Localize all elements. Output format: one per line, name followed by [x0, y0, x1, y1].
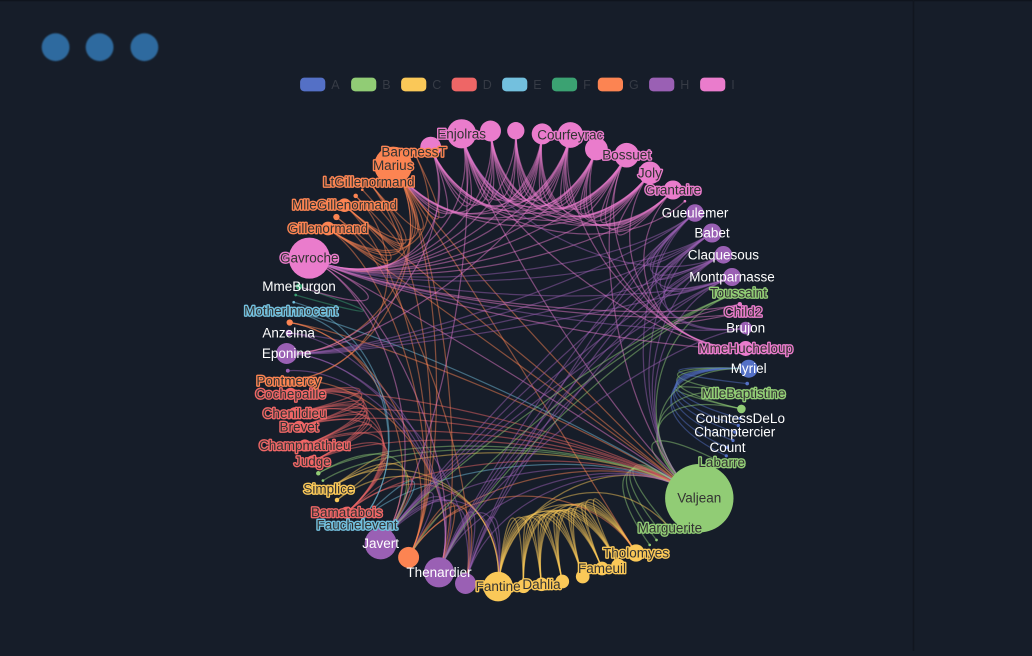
svg-text:Myriel: Myriel — [731, 361, 767, 376]
svg-text:Simplice: Simplice — [303, 482, 354, 497]
svg-text:Marguerite: Marguerite — [638, 521, 703, 536]
svg-text:Gavroche: Gavroche — [280, 251, 339, 266]
svg-text:MmeBurgon: MmeBurgon — [262, 279, 336, 294]
svg-text:Bamatabois: Bamatabois — [311, 505, 383, 520]
svg-text:H: H — [680, 78, 689, 92]
svg-text:Fameuil: Fameuil — [578, 561, 626, 576]
svg-text:MmeHucheloup: MmeHucheloup — [698, 341, 793, 356]
svg-text:MlleBaptistine: MlleBaptistine — [701, 386, 785, 401]
svg-text:Gueulemer: Gueulemer — [662, 206, 729, 221]
svg-text:Thenardier: Thenardier — [406, 565, 472, 580]
svg-text:Courfeyrac: Courfeyrac — [537, 128, 603, 143]
svg-text:Gillenormand: Gillenormand — [288, 221, 368, 236]
svg-text:Grantaire: Grantaire — [645, 183, 701, 198]
svg-text:E: E — [533, 78, 541, 92]
svg-text:Eponine: Eponine — [262, 346, 312, 361]
svg-text:BaronessT: BaronessT — [381, 145, 446, 160]
svg-text:Toussaint: Toussaint — [710, 285, 767, 300]
svg-text:Labarre: Labarre — [698, 455, 745, 470]
svg-text:Champtercier: Champtercier — [694, 425, 776, 440]
svg-text:Marius: Marius — [373, 158, 414, 173]
svg-text:Child2: Child2 — [724, 305, 762, 320]
svg-text:Count: Count — [709, 440, 745, 455]
svg-text:MlleGillenormand: MlleGillenormand — [292, 198, 397, 213]
svg-text:I: I — [731, 78, 734, 92]
svg-text:Dahlia: Dahlia — [522, 577, 561, 592]
svg-text:Bossuet: Bossuet — [602, 148, 651, 163]
svg-text:Pontmercy: Pontmercy — [256, 373, 321, 388]
svg-text:G: G — [629, 78, 639, 92]
svg-text:Claquesous: Claquesous — [688, 247, 760, 262]
svg-text:Judge: Judge — [294, 454, 331, 469]
svg-text:Tholomyes: Tholomyes — [603, 546, 669, 561]
svg-text:Brujon: Brujon — [726, 321, 765, 336]
svg-text:Champmathieu: Champmathieu — [259, 438, 351, 453]
svg-text:Joly: Joly — [638, 165, 662, 180]
svg-text:Javert: Javert — [362, 536, 399, 551]
svg-text:Chenildieu: Chenildieu — [263, 406, 327, 421]
svg-text:F: F — [583, 78, 591, 92]
svg-text:Valjean: Valjean — [677, 491, 721, 506]
svg-text:Fauchelevent: Fauchelevent — [316, 518, 397, 533]
svg-text:Babet: Babet — [694, 226, 730, 241]
svg-text:MotherInnocent: MotherInnocent — [244, 304, 338, 319]
svg-text:CountessDeLo: CountessDeLo — [696, 411, 785, 426]
svg-text:Anzelma: Anzelma — [262, 325, 315, 340]
svg-text:A: A — [331, 78, 340, 92]
svg-text:Enjolras: Enjolras — [437, 126, 486, 141]
svg-text:Fantine: Fantine — [476, 579, 521, 594]
svg-text:Brevet: Brevet — [279, 419, 318, 434]
svg-text:LtGillenormand: LtGillenormand — [323, 175, 415, 190]
svg-text:Montparnasse: Montparnasse — [689, 270, 775, 285]
svg-text:D: D — [483, 78, 492, 92]
svg-text:C: C — [432, 78, 441, 92]
svg-text:B: B — [382, 78, 390, 92]
svg-text:Cochepaille: Cochepaille — [255, 386, 326, 401]
